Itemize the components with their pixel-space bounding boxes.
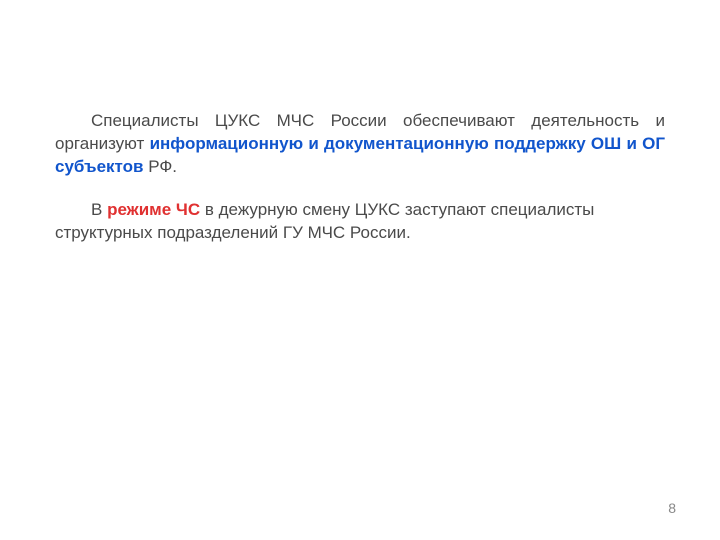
p2-run-1: режиме ЧС (107, 200, 200, 219)
p1-run-2: РФ. (143, 157, 177, 176)
slide-body: Специалисты ЦУКС МЧС России обеспечивают… (0, 0, 720, 540)
paragraph-2: В режиме ЧС в дежурную смену ЦУКС заступ… (55, 199, 665, 245)
paragraph-1: Специалисты ЦУКС МЧС России обеспечивают… (55, 110, 665, 179)
p2-run-0: В (91, 200, 107, 219)
page-number: 8 (668, 500, 676, 516)
